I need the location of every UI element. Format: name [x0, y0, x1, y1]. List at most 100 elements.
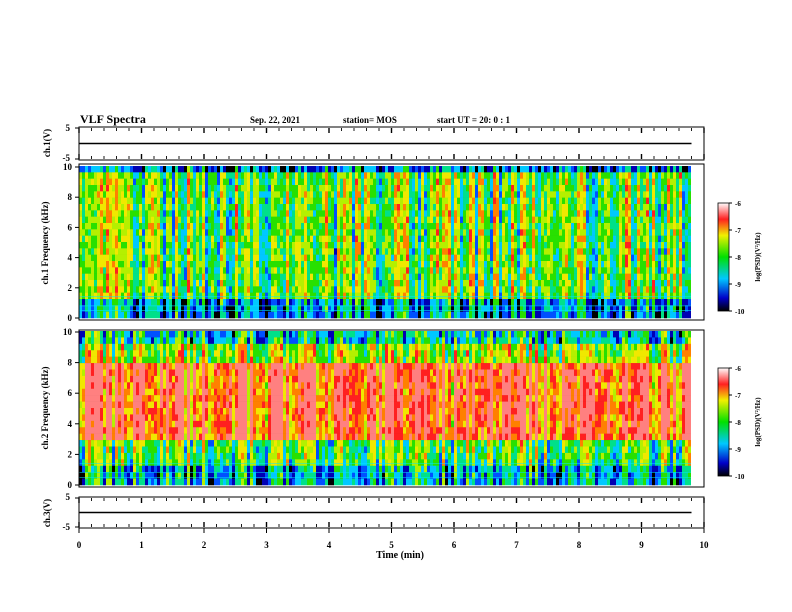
spectrogram-cell	[607, 273, 610, 281]
spectrogram-cell	[340, 191, 343, 198]
spectrogram-cell	[532, 178, 535, 186]
spectrogram-cell	[478, 185, 481, 192]
spectrogram-cell	[247, 292, 250, 300]
spectrogram-cell	[340, 166, 343, 173]
spectrogram-cell	[181, 292, 184, 300]
spectrogram-cell	[679, 261, 682, 268]
spectrogram-cell	[160, 185, 163, 192]
spectrogram-cell	[307, 248, 310, 255]
spectrogram-cell	[652, 229, 655, 236]
spectrogram-cell	[79, 273, 82, 281]
spectrogram-cell	[244, 273, 247, 281]
spectrogram-cell	[97, 273, 100, 281]
spectrogram-cell	[175, 299, 178, 306]
spectrogram-cell	[616, 273, 619, 281]
spectrogram-cell	[307, 223, 310, 230]
spectrogram-cell	[490, 197, 493, 205]
spectrogram-cell	[127, 273, 130, 281]
spectrogram-cell	[232, 254, 235, 262]
spectrogram-cell	[613, 311, 616, 319]
spectrogram-cell	[391, 286, 394, 293]
spectrogram-cell	[565, 229, 568, 236]
spectrogram-cell	[472, 261, 475, 268]
spectrogram-cell	[673, 178, 676, 186]
spectrogram-cell	[451, 223, 454, 230]
spectrogram-cell	[505, 299, 508, 306]
spectrogram-cell	[235, 292, 238, 300]
spectrogram-cell	[247, 178, 250, 186]
spectrogram-cell	[580, 273, 583, 281]
spectrogram-cell	[658, 197, 661, 205]
spectrogram-cell	[658, 210, 661, 217]
spectrogram-cell	[316, 191, 319, 198]
spectrogram-cell	[343, 280, 346, 287]
spectrogram-cell	[490, 254, 493, 262]
spectrogram-cell	[376, 166, 379, 173]
spectrogram-cell	[529, 242, 532, 249]
spectrogram-cell	[382, 292, 385, 300]
spectrogram-cell	[598, 172, 601, 179]
spectrogram-cell	[298, 267, 301, 274]
spectrogram-cell	[580, 267, 583, 274]
spectrogram-cell	[655, 235, 658, 243]
spectrogram-cell	[424, 248, 427, 255]
spectrogram-cell	[676, 254, 679, 262]
spectrogram-cell	[106, 267, 109, 274]
spectrogram-cell	[331, 299, 334, 306]
spectrogram-cell	[493, 210, 496, 217]
spectrogram-cell	[253, 267, 256, 274]
spectrogram-cell	[88, 223, 91, 230]
spectrogram-cell	[130, 235, 133, 243]
spectrogram-cell	[583, 254, 586, 262]
spectrogram-cell	[286, 280, 289, 287]
spectrogram-cell	[358, 166, 361, 173]
spectrogram-cell	[148, 178, 151, 186]
spectrogram-cell	[166, 166, 169, 173]
spectrogram-cell	[316, 216, 319, 224]
spectrogram-cell	[523, 178, 526, 186]
spectrogram-cell	[94, 229, 97, 236]
spectrogram-cell	[139, 172, 142, 179]
spectrogram-cell	[670, 178, 673, 186]
spectrogram-cell	[601, 273, 604, 281]
spectrogram-cell	[412, 185, 415, 192]
spectrogram-cell	[322, 248, 325, 255]
spectrogram-cell	[325, 286, 328, 293]
spectrogram-cell	[316, 248, 319, 255]
spectrogram-cell	[412, 229, 415, 236]
spectrogram-cell	[133, 242, 136, 249]
spectrogram-cell	[133, 311, 136, 319]
spectrogram-cell	[658, 305, 661, 312]
spectrogram-cell	[559, 166, 562, 173]
spectrogram-cell	[109, 286, 112, 293]
spectrogram-cell	[115, 242, 118, 249]
spectrogram-cell	[541, 235, 544, 243]
spectrogram-cell	[154, 248, 157, 255]
spectrogram-cell	[322, 280, 325, 287]
spectrogram-cell	[229, 261, 232, 268]
spectrogram-cell	[481, 305, 484, 312]
spectrogram-cell	[523, 292, 526, 300]
spectrogram-cell	[490, 311, 493, 319]
spectrogram-cell	[349, 280, 352, 287]
spectrogram-cell	[121, 166, 124, 173]
spectrogram-cell	[475, 185, 478, 192]
spectrogram-cell	[193, 235, 196, 243]
spectrogram-cell	[604, 292, 607, 300]
spectrogram-cell	[610, 299, 613, 306]
spectrogram-cell	[478, 229, 481, 236]
spectrogram-cell	[223, 166, 226, 173]
spectrogram-cell	[214, 305, 217, 312]
spectrogram-cell	[610, 229, 613, 236]
spectrogram-cell	[469, 242, 472, 249]
spectrogram-cell	[457, 299, 460, 306]
spectrogram-cell	[508, 305, 511, 312]
spectrogram-cell	[235, 311, 238, 319]
spectrogram-cell	[454, 254, 457, 262]
spectrogram-cell	[280, 204, 283, 211]
spectrogram-cell	[202, 267, 205, 274]
spectrogram-cell	[196, 299, 199, 306]
spectrogram-cell	[166, 235, 169, 243]
spectrogram-cell	[106, 166, 109, 173]
spectrogram-cell	[331, 311, 334, 319]
